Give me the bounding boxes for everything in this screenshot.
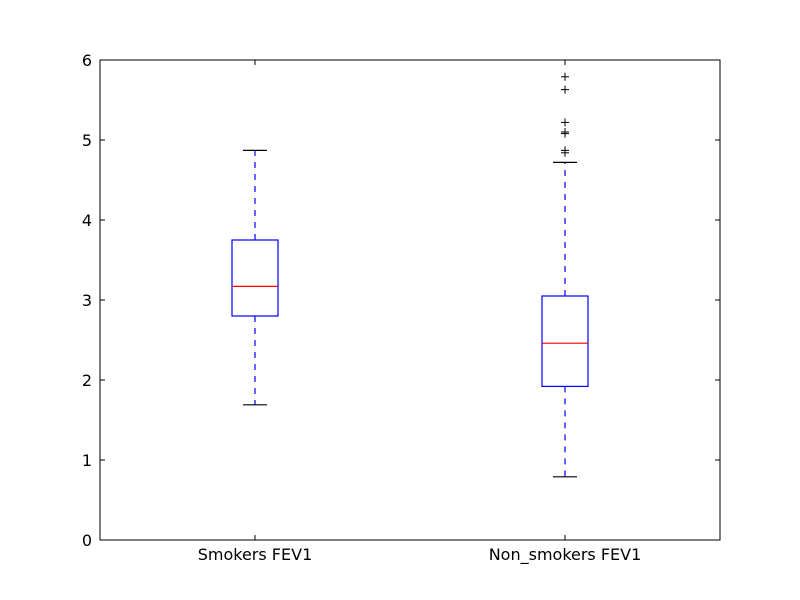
y-tick-label: 1	[82, 451, 92, 470]
y-tick-label: 2	[82, 371, 92, 390]
outlier-point	[561, 72, 569, 81]
outlier-point	[561, 118, 569, 127]
y-tick-label: 5	[82, 131, 92, 150]
y-tick-label: 0	[82, 531, 92, 550]
y-tick-label: 6	[82, 51, 92, 70]
box	[541, 295, 589, 388]
x-tick-label: Non_smokers FEV1	[489, 545, 642, 565]
x-tick-label: Smokers FEV1	[198, 545, 313, 564]
y-tick-label: 3	[82, 291, 92, 310]
box	[231, 239, 279, 317]
outlier-point	[561, 85, 569, 94]
outlier-point	[561, 146, 569, 155]
y-tick-label: 4	[82, 211, 92, 230]
outlier-point	[561, 128, 569, 136]
plot-frame	[99, 59, 721, 541]
